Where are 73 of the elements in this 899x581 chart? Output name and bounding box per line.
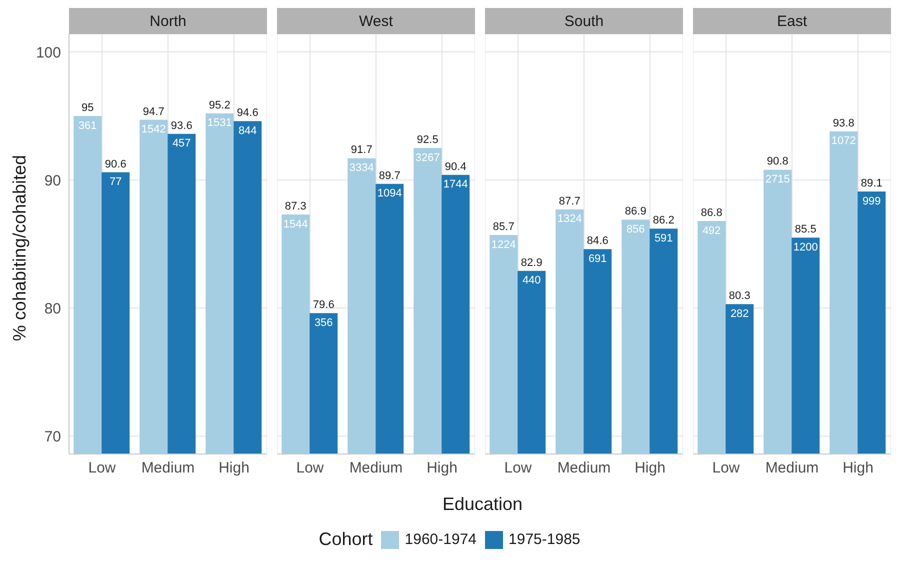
data-label: 84.6 [586,235,608,248]
x-tick-label: Low [88,460,116,477]
data-label: 95 [81,102,94,114]
y-axis-title: % cohabiting/cohabited [10,154,30,342]
legend-label: 1975-1985 [508,531,580,548]
x-axis-title: Education [441,494,524,515]
annotation: 1072 [831,135,856,148]
data-label: 89.1 [860,178,882,190]
data-label: 86.8 [700,206,722,219]
x-tick-label: Medium [765,460,819,477]
x-tick-label: High [634,460,666,477]
data-label: 86.9 [624,206,646,218]
data-label: 94.6 [236,107,258,120]
data-label: 86.2 [652,214,674,227]
annotation: 3267 [415,152,440,164]
data-label: 80.3 [728,290,750,302]
annotation: 1094 [377,188,402,200]
x-tick-label: High [218,460,250,477]
x-tick-label: High [842,460,874,477]
annotation: 457 [172,138,191,150]
annotation: 440 [522,274,541,287]
annotation: 1542 [141,124,166,136]
data-label: 85.7 [492,221,514,234]
y-tick-label: 70 [44,428,61,446]
y-tick-label: 100 [36,44,61,62]
annotation: 361 [78,120,97,132]
data-label: 95.2 [208,99,230,112]
data-label: 87.3 [284,200,306,213]
y-tick-label: 90 [44,172,61,190]
data-label: 93.8 [832,117,854,130]
x-tick-label: Low [712,460,740,477]
annotation: 1531 [207,117,232,130]
x-tick-label: Medium [349,460,403,477]
x-tick-label: High [426,460,458,477]
annotation: 1224 [491,238,516,251]
data-label: 94.7 [142,106,164,118]
annotation: 492 [702,224,721,237]
data-label: 90.8 [766,156,788,168]
data-label: 79.6 [312,299,334,312]
annotation: 1200 [793,241,818,254]
x-tick-label: Medium [141,460,195,477]
annotation: 3334 [349,162,374,174]
legend-title: Cohort [318,529,373,550]
annotation: 1324 [557,213,582,226]
data-label: 91.7 [350,144,372,156]
annotation: 856 [626,223,645,236]
chart-title: East [693,8,891,34]
x-tick-label: Low [504,460,532,477]
annotation: 1544 [283,218,308,230]
chart-title: West [277,8,475,34]
annotation: 2715 [765,174,790,186]
legend-label: 1960-1974 [404,531,477,548]
data-label: 92.5 [416,134,438,146]
annotation: 691 [588,252,607,265]
annotation: 591 [654,232,673,244]
data-label: 90.4 [444,160,466,173]
annotation: 282 [730,308,749,320]
chart-title: South [485,8,683,34]
data-label: 93.6 [170,120,192,132]
data-label: 82.9 [520,256,542,269]
annotation: 844 [238,124,257,137]
x-tick-label: Low [296,460,324,477]
data-label: 89.7 [378,170,400,182]
data-label: 85.5 [794,224,816,236]
annotation: 999 [862,195,881,208]
chart-title: North [69,8,267,34]
data-label: 90.6 [104,158,126,170]
y-tick-label: 80 [44,300,61,318]
x-tick-label: Medium [557,460,611,477]
annotation: 77 [109,176,122,188]
data-label: 87.7 [558,195,580,208]
annotation: 356 [314,316,333,329]
annotation: 1744 [443,178,468,191]
